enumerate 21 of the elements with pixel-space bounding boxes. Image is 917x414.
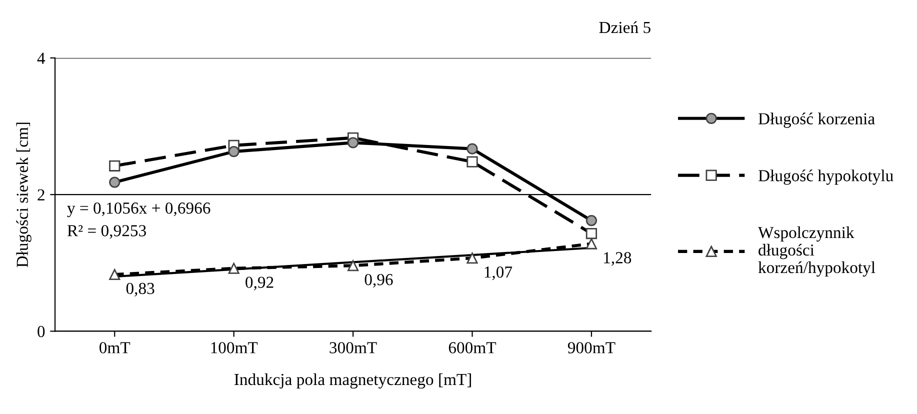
- y-tick-label: 2: [38, 189, 44, 200]
- y-tick-label: 0: [38, 326, 45, 338]
- x-tick-label: 100mT: [211, 342, 258, 354]
- data-label: 0,83: [126, 282, 154, 297]
- x-tick-label: 300mT: [330, 342, 377, 354]
- data-label: 0,96: [364, 274, 393, 288]
- x-tick-label: 0mT: [100, 342, 130, 354]
- data-label: 0,92: [246, 276, 274, 290]
- legend-label: Długość korzenia: [758, 112, 875, 128]
- legend-label: Wspolczynnik długości korzeń/hypokotyl: [758, 226, 876, 277]
- data-label: 1,07: [484, 266, 512, 280]
- data-label: 1,28: [604, 252, 632, 266]
- legend-label: Długość hypokotylu: [758, 170, 894, 185]
- y-axis-title: Długości siewek [cm]: [16, 122, 32, 268]
- x-tick-label: 600mT: [448, 342, 496, 354]
- annotation: R² = 0,9253: [67, 225, 146, 239]
- y-tick-label: 4: [37, 52, 46, 64]
- annotation: y = 0,1056x + 0,6966: [67, 202, 210, 218]
- chart-title: Dzień 5: [599, 21, 650, 34]
- x-tick-label: 900mT: [568, 342, 616, 354]
- x-axis-title: Indukcja pola magnetycznego [mT]: [234, 373, 471, 389]
